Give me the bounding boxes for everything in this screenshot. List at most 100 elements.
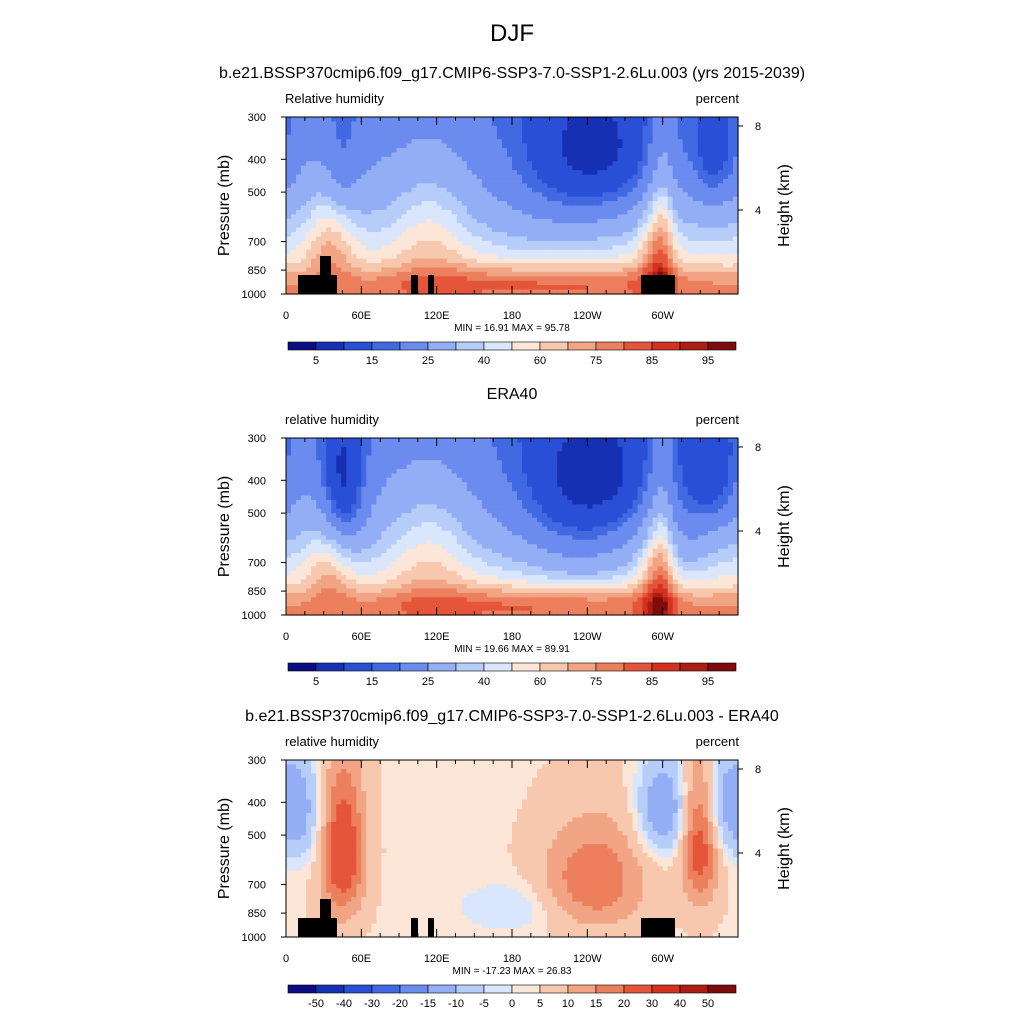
heatmap-cell (396, 178, 403, 184)
heatmap-cell (692, 240, 699, 246)
heatmap-cell (331, 557, 337, 563)
heatmap-cell (441, 183, 448, 189)
heatmap-cell (411, 201, 418, 207)
heatmap-cell (522, 271, 528, 277)
heatmap-cell (311, 504, 317, 510)
heatmap-cell (321, 232, 327, 238)
heatmap-cell (647, 258, 654, 264)
heatmap-cell (562, 156, 568, 162)
heatmap-cell (486, 236, 493, 242)
heatmap-cell (527, 223, 533, 229)
heatmap-cell (567, 156, 573, 162)
heatmap-cell (426, 263, 433, 269)
heatmap-cell (542, 289, 548, 295)
heatmap-cell (381, 495, 388, 501)
heatmap-cell (291, 575, 297, 581)
heatmap-cell (682, 263, 689, 269)
heatmap-cell (346, 267, 352, 273)
heatmap-cell (527, 289, 533, 295)
heatmap-cell (471, 214, 478, 220)
heatmap-cell (411, 610, 418, 616)
heatmap-cell (296, 535, 302, 541)
heatmap-cell (396, 526, 403, 532)
heatmap-cell (697, 196, 704, 202)
heatmap-cell (451, 289, 458, 295)
heatmap-cell (722, 134, 729, 140)
heatmap-cell (732, 240, 739, 246)
heatmap-cell (506, 214, 513, 220)
heatmap-cell (652, 249, 659, 255)
heatmap-cell (351, 606, 357, 612)
heatmap-cell (351, 553, 357, 559)
heatmap-cell (652, 263, 659, 269)
heatmap-cell (296, 570, 302, 576)
heatmap-cell (366, 196, 372, 202)
heatmap-cell (572, 130, 578, 136)
heatmap-cell (506, 249, 513, 255)
heatmap-cell (371, 139, 377, 145)
heatmap-cell (416, 539, 423, 545)
heatmap-cell (577, 232, 583, 238)
heatmap-cell (662, 152, 669, 158)
heatmap-cell (431, 201, 438, 207)
heatmap-cell (431, 161, 438, 167)
heatmap-cell (456, 240, 463, 246)
heatmap-cell (341, 174, 347, 180)
heatmap-cell (496, 134, 503, 140)
heatmap-cell (476, 223, 483, 229)
heatmap-cell (707, 276, 714, 282)
heatmap-cell (351, 495, 357, 501)
heatmap-cell (471, 121, 478, 127)
heatmap-cell (301, 517, 307, 523)
heatmap-cell (361, 125, 367, 131)
heatmap-cell (717, 236, 724, 242)
heatmap-cell (351, 254, 357, 260)
heatmap-cell (652, 205, 659, 211)
heatmap-cell (657, 152, 664, 158)
heatmap-cell (311, 130, 317, 136)
heatmap-cell (466, 134, 473, 140)
heatmap-cell (326, 588, 332, 594)
heatmap-cell (346, 606, 352, 612)
heatmap-cell (306, 187, 312, 193)
heatmap-cell (411, 464, 418, 470)
heatmap-cell (336, 553, 342, 559)
heatmap-cell (416, 513, 423, 519)
heatmap-cell (341, 553, 347, 559)
heatmap-cell (667, 196, 674, 202)
heatmap-cell (386, 263, 393, 269)
heatmap-cell (336, 548, 342, 554)
heatmap-cell (552, 276, 558, 282)
heatmap-cell (336, 442, 342, 448)
heatmap-cell (366, 232, 372, 238)
heatmap-cell (476, 125, 483, 131)
heatmap-cell (426, 205, 433, 211)
heatmap-cell (436, 504, 443, 510)
heatmap-cell (707, 156, 714, 162)
heatmap-cell (652, 147, 659, 153)
heatmap-cell (331, 508, 337, 514)
heatmap-cell (376, 192, 383, 198)
heatmap-cell (481, 117, 488, 123)
heatmap-cell (336, 592, 342, 598)
heatmap-cell (356, 271, 362, 277)
heatmap-cell (361, 280, 367, 286)
heatmap-cell (311, 125, 317, 131)
heatmap-cell (642, 258, 649, 264)
heatmap-cell (446, 205, 453, 211)
heatmap-cell (286, 601, 292, 607)
heatmap-cell (537, 289, 543, 295)
heatmap-cell (376, 152, 383, 158)
heatmap-cell (692, 263, 699, 269)
heatmap-cell (311, 223, 317, 229)
heatmap-cell (486, 280, 493, 286)
heatmap-cell (366, 588, 372, 594)
heatmap-cell (426, 139, 433, 145)
heatmap-cell (602, 125, 609, 131)
heatmap-cell (391, 464, 398, 470)
heatmap-cell (381, 592, 388, 598)
heatmap-cell (537, 201, 543, 207)
heatmap-cell (356, 592, 362, 598)
heatmap-cell (537, 249, 543, 255)
heatmap-cell (346, 522, 352, 528)
